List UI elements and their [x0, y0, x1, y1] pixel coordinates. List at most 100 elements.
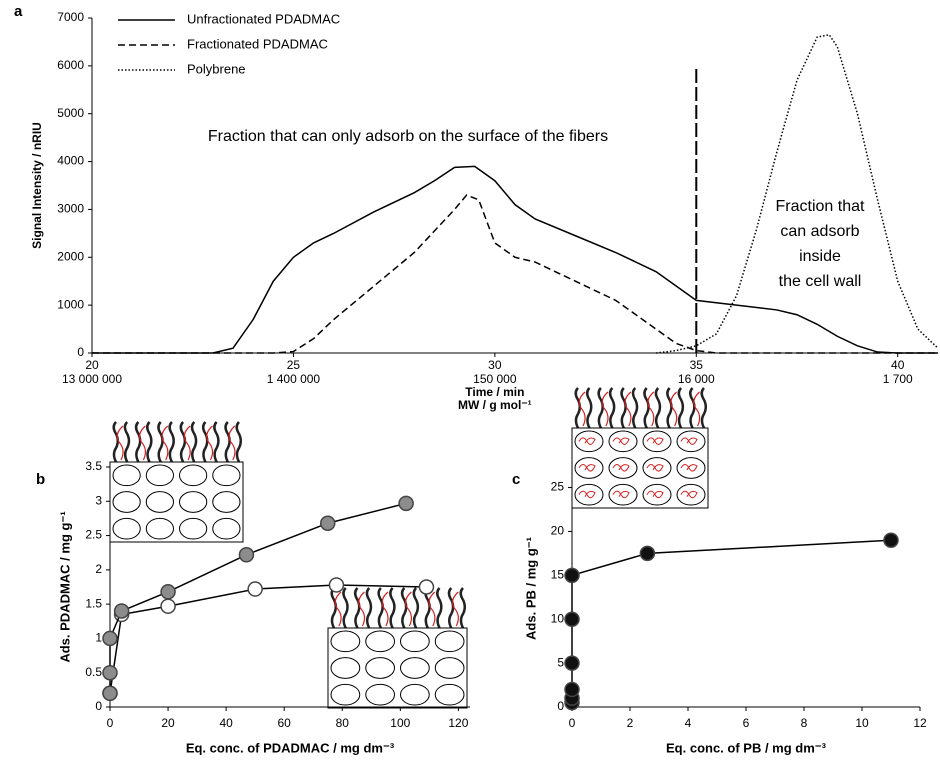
fiber-hair: [213, 421, 220, 463]
series-line: [92, 165, 938, 354]
polymer-chain: [647, 391, 655, 427]
x-tick-label: 80: [336, 716, 350, 730]
fiber-hair: [608, 387, 616, 429]
polymer-inside: [680, 464, 698, 472]
x-tick-mw-label: 13 000 000: [62, 372, 122, 386]
inset-schematic: [327, 587, 468, 709]
series-line: [92, 194, 938, 354]
y-tick-label: 3.5: [85, 459, 102, 473]
y-tick-label: 25: [551, 480, 565, 494]
fiber-hair: [112, 421, 119, 463]
legend-label: Polybrene: [187, 61, 246, 76]
cell: [642, 457, 672, 479]
fiber-hair: [585, 387, 593, 429]
y-tick-label: 6000: [57, 58, 84, 72]
x-tick-label: 40: [891, 358, 905, 372]
fiber-hair: [447, 587, 455, 629]
polymer-chain: [161, 425, 169, 461]
y-tick-label: 15: [551, 568, 565, 582]
polymer-chain: [183, 425, 191, 461]
polymer-chain: [334, 591, 342, 627]
point: [160, 584, 176, 600]
panel-letter: c: [512, 471, 520, 488]
fiber-hair: [654, 387, 662, 429]
fiber-hair: [168, 421, 175, 463]
fiber-hair: [353, 587, 361, 629]
annotation-line: can adsorb: [780, 223, 859, 240]
polymer-chain: [206, 425, 214, 461]
x-tick-label: 30: [488, 358, 502, 372]
polymer-chain: [693, 391, 701, 427]
fiber-hair: [389, 587, 396, 629]
annotation-line: inside: [799, 248, 841, 265]
point: [418, 579, 435, 595]
series-line: [109, 584, 427, 694]
fiber-hair: [235, 421, 242, 463]
cell: [212, 491, 241, 513]
cell: [179, 517, 208, 540]
fiber-hair: [574, 387, 581, 429]
y-tick-label: 2: [95, 562, 102, 576]
cell: [434, 630, 465, 653]
polymer-inside: [578, 490, 596, 499]
polymer-chain: [670, 391, 678, 427]
polymer-chain: [428, 591, 436, 627]
x-tick-label: 35: [690, 358, 704, 372]
inset-schematic: [109, 421, 244, 543]
x-axis-title: Time / min: [465, 385, 524, 399]
fiber-hair: [412, 587, 420, 629]
fiber-hair: [700, 387, 707, 429]
cell: [112, 491, 141, 513]
fiber-hair: [620, 387, 627, 429]
y-tick-label: 3000: [57, 202, 84, 216]
polymer-chain: [404, 591, 413, 627]
y-tick-label: 0: [95, 699, 102, 713]
fiber-hair: [436, 587, 443, 629]
x-tick-label: 8: [801, 716, 808, 730]
y-axis-title: Signal Intensity / nRIU: [30, 122, 44, 249]
cell: [400, 630, 430, 653]
fiber-hair: [330, 587, 337, 629]
x-tick-label: 60: [278, 716, 292, 730]
fiber-hair: [224, 421, 231, 463]
cell: [676, 457, 706, 479]
y-tick-label: 0: [77, 345, 84, 359]
fiber-hair: [677, 387, 685, 429]
x-tick-mw-label: 1 400 000: [267, 372, 321, 386]
cell: [179, 464, 208, 487]
x-tick-label: 20: [85, 358, 99, 372]
x-tick-label: 4: [685, 716, 692, 730]
x-axis-title-2: MW / g mol⁻¹: [458, 398, 532, 412]
cell: [365, 657, 395, 679]
polymer-inside: [680, 437, 698, 445]
cell: [608, 483, 638, 506]
fiber-hair: [400, 587, 408, 629]
polymer-inside: [578, 464, 596, 472]
fiber-hair: [201, 421, 209, 463]
point: [319, 515, 336, 531]
cell: [642, 430, 672, 453]
y-tick-label: 5: [557, 655, 564, 669]
annotation-line: the cell wall: [779, 273, 862, 290]
cell: [212, 517, 241, 540]
fiber-hair: [365, 587, 373, 629]
y-tick-label: 0.5: [85, 665, 102, 679]
point: [102, 685, 118, 702]
cell: [112, 464, 141, 487]
y-tick-label: 1.5: [85, 596, 102, 610]
x-tick-label: 12: [913, 716, 927, 730]
x-tick-label: 6: [743, 716, 750, 730]
cell: [330, 683, 361, 706]
point: [247, 581, 263, 597]
cell: [608, 430, 638, 453]
y-tick-label: 10: [551, 611, 565, 625]
y-axis-title: Ads. PB / mg g⁻¹: [523, 537, 538, 640]
x-tick-label: 100: [390, 716, 410, 730]
point: [639, 545, 656, 562]
cell: [676, 430, 706, 453]
fiber-hair: [689, 387, 696, 429]
polymer-inside: [612, 437, 630, 445]
point: [564, 655, 580, 671]
x-tick-label: 25: [287, 358, 301, 372]
y-tick-label: 20: [551, 524, 565, 538]
